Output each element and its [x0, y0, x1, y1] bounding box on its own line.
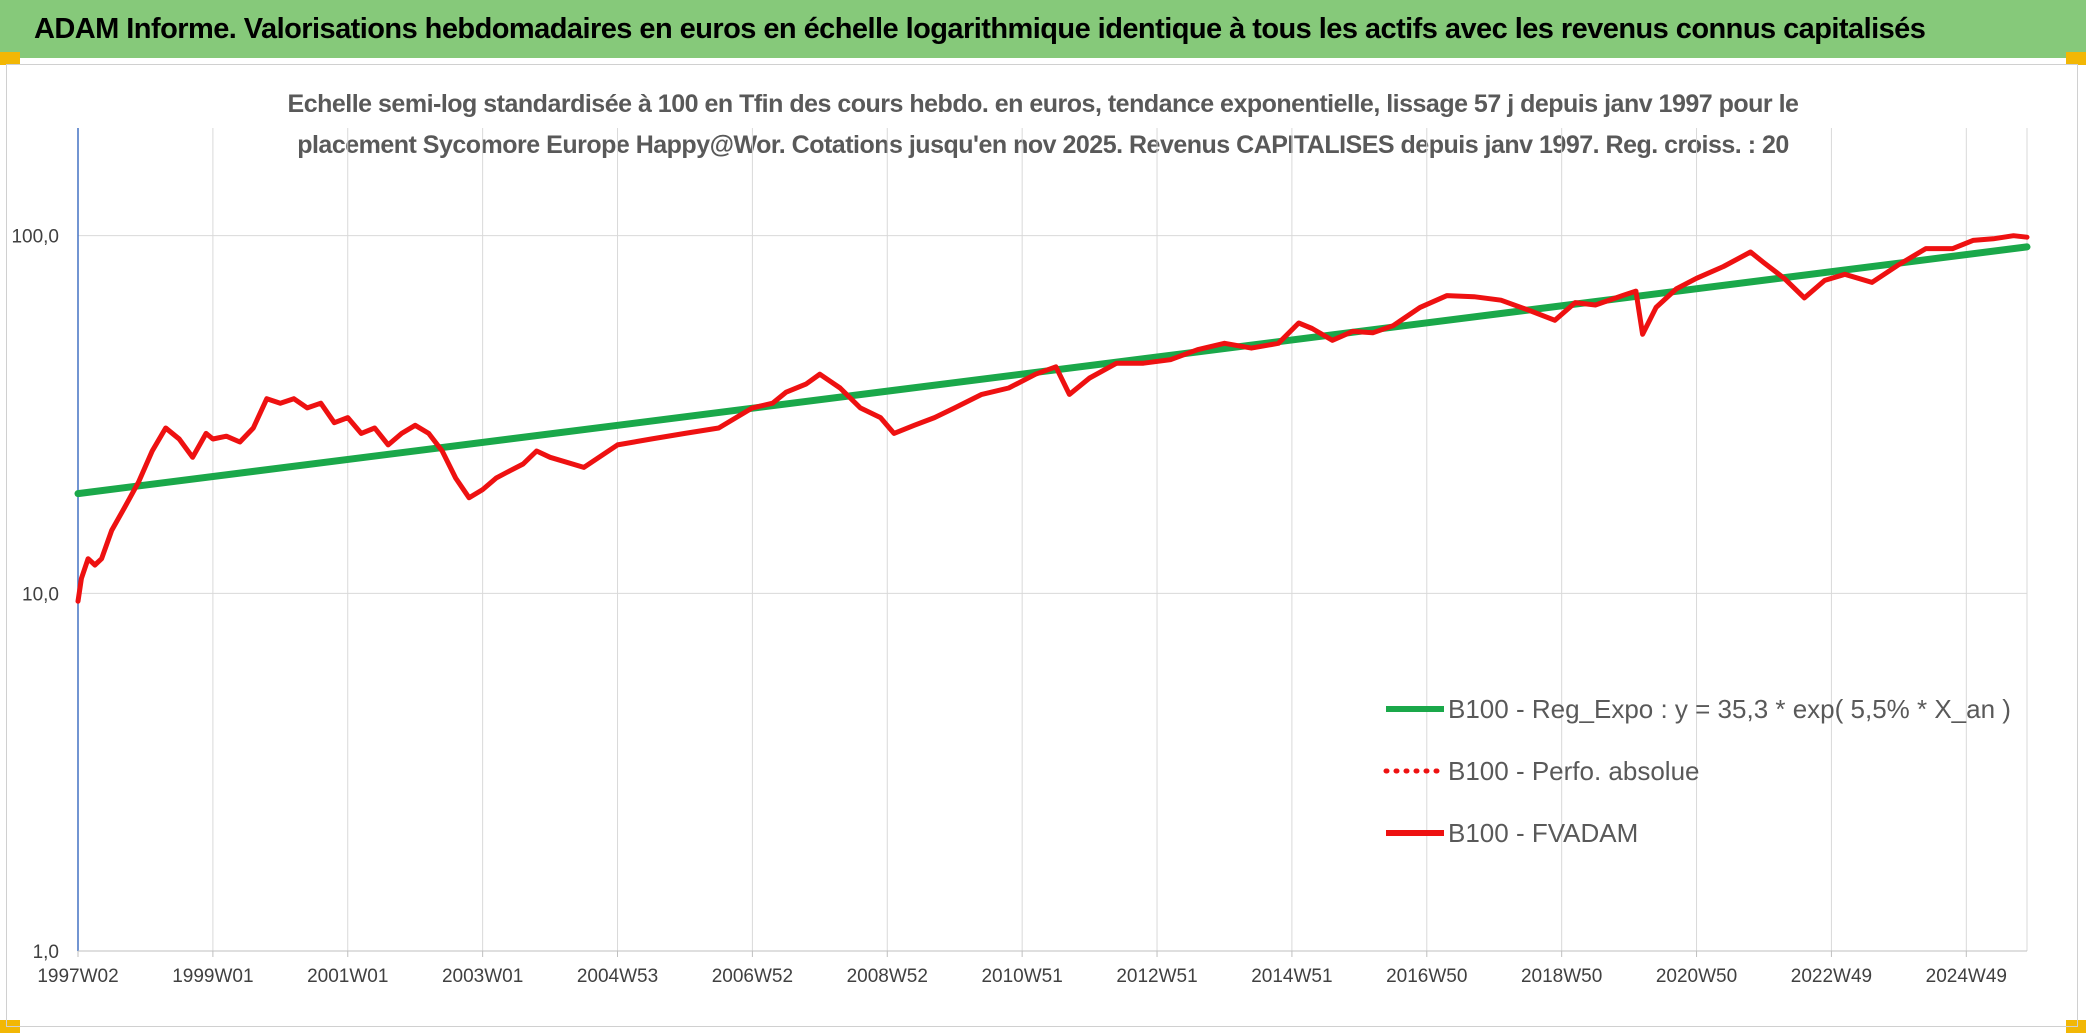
- chart-title: Echelle semi-log standardisée à 100 en T…: [200, 84, 1886, 166]
- corner-marker-top-left: [0, 52, 20, 65]
- y-tick-label: 100,0: [11, 227, 59, 248]
- x-tick-label: 2012W51: [1116, 966, 1197, 987]
- x-tick-label: 2024W49: [1926, 966, 2007, 987]
- chart-frame: [6, 64, 2078, 1027]
- x-tick-label: 2022W49: [1791, 966, 1872, 987]
- legend-label-2: B100 - FVADAM: [1448, 818, 1638, 848]
- x-tick-label: 2010W51: [981, 966, 1062, 987]
- series-line-2: [75, 233, 2030, 604]
- page-title: ADAM Informe. Valorisations hebdomadaire…: [34, 12, 1926, 45]
- y-tick-label: 10,0: [22, 584, 59, 605]
- plot-area: [74, 233, 2031, 604]
- x-tick-label: 2006W52: [712, 966, 793, 987]
- x-tick-label: 2003W01: [442, 966, 523, 987]
- x-tick-label: 2016W50: [1386, 966, 1467, 987]
- legend: B100 - Reg_Expo : y = 35,3 * exp( 5,5% *…: [1383, 694, 2011, 848]
- x-tick-label: 2001W01: [307, 966, 388, 987]
- y-tick-label: 1,0: [33, 942, 59, 963]
- x-tick-label: 1997W02: [37, 966, 118, 987]
- chart-title-line-1: Echelle semi-log standardisée à 100 en T…: [287, 90, 1799, 118]
- x-tick-label: 2008W52: [847, 966, 928, 987]
- chart-title-line-2: placement Sycomore Europe Happy@Wor. Cot…: [297, 131, 1789, 159]
- legend-label-0: B100 - Reg_Expo : y = 35,3 * exp( 5,5% *…: [1448, 694, 2011, 724]
- header-bar: ADAM Informe. Valorisations hebdomadaire…: [0, 0, 2086, 58]
- legend-label-1: B100 - Perfo. absolue: [1448, 756, 1700, 786]
- x-tick-label: 2014W51: [1251, 966, 1332, 987]
- axes: 1997W02 1999W01 2001W01 2003W01 2004W53 2006W…: [11, 128, 2027, 987]
- x-tick-label: 1999W01: [172, 966, 253, 987]
- corner-marker-top-right: [2066, 52, 2086, 65]
- x-tick-label: 2020W50: [1656, 966, 1737, 987]
- grid-lines: [78, 128, 2028, 952]
- x-tick-label: 2018W50: [1521, 966, 1602, 987]
- x-tick-label: 2004W53: [577, 966, 658, 987]
